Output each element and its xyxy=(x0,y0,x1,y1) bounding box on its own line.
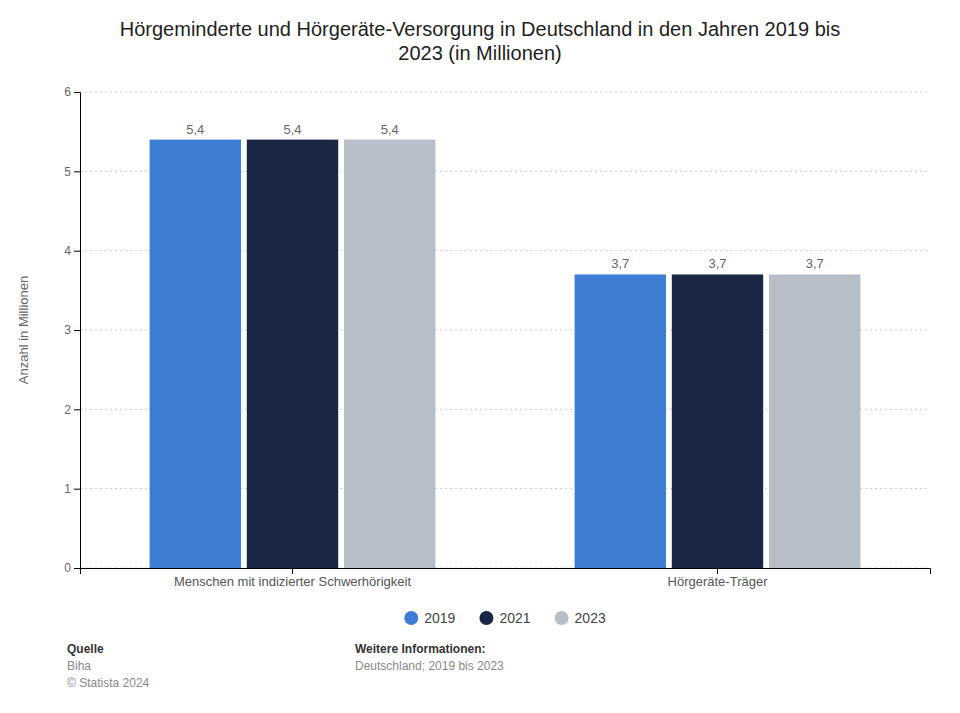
y-tick: 2 xyxy=(64,403,80,417)
legend-label: 2021 xyxy=(499,610,530,626)
annotation-line: Weitere Informationen: xyxy=(355,642,485,656)
y-tick-mark xyxy=(74,251,80,252)
grid xyxy=(80,92,930,568)
legend-item: 2019 xyxy=(404,610,455,626)
data-label: 5,4 xyxy=(381,122,399,137)
footer: Quelle Biha © Statista 2024 Weitere Informa… xyxy=(67,642,504,690)
legend-item: 2021 xyxy=(479,610,530,626)
annotation: Weitere Informationen: xyxy=(355,642,485,656)
y-tick-mark xyxy=(74,171,80,172)
legend: 2019 2021 2023 xyxy=(404,610,606,626)
y-tick-mark xyxy=(74,489,80,490)
y-axis: 0 1 2 3 4 5 6 xyxy=(64,85,80,575)
bar xyxy=(150,140,241,568)
y-tick-label: 5 xyxy=(64,165,71,179)
data-label: 3,7 xyxy=(806,256,824,271)
data-label: 5,4 xyxy=(283,122,301,137)
y-tick-mark xyxy=(74,330,80,331)
y-tick-label: 2 xyxy=(64,403,71,417)
y-tick: 1 xyxy=(64,482,80,496)
y-tick-mark xyxy=(74,568,80,569)
x-tick: Menschen mit indizierter Schwerhörigkeit xyxy=(174,568,411,589)
y-axis-label: Anzahl in Millionen xyxy=(16,276,31,384)
bar xyxy=(247,140,338,568)
grid-line xyxy=(80,92,930,93)
y-tick-label: 3 xyxy=(64,323,71,337)
legend-label: 2019 xyxy=(424,610,455,626)
x-tick-mark xyxy=(717,568,718,574)
legend-item: 2023 xyxy=(555,610,606,626)
legend-marker xyxy=(479,611,493,625)
x-axis-line xyxy=(81,569,931,575)
annotation-line: Quelle xyxy=(67,642,104,656)
y-tick-mark xyxy=(74,409,80,410)
annotation: Quelle xyxy=(67,642,104,656)
y-tick: 5 xyxy=(64,165,80,179)
annotation: Biha © Statista 2024 xyxy=(67,659,150,690)
data-label: 3,7 xyxy=(611,256,629,271)
y-tick-mark xyxy=(74,92,80,93)
data-label: 3,7 xyxy=(708,256,726,271)
bars xyxy=(150,140,861,568)
y-tick-label: 4 xyxy=(64,244,71,258)
annotation-line: © Statista 2024 xyxy=(67,676,150,690)
x-tick-label: Hörgeräte-Träger xyxy=(668,574,769,589)
title: Hörgeminderte und Hörgeräte-Versorgung i… xyxy=(120,18,840,64)
x-tick: Hörgeräte-Träger xyxy=(668,568,769,589)
legend-marker xyxy=(555,611,569,625)
x-tick-mark xyxy=(292,568,293,574)
y-tick-label: 1 xyxy=(64,482,71,496)
legend-label: 2023 xyxy=(575,610,606,626)
y-axis-line xyxy=(74,93,81,569)
plot: 5,4 5,4 5,4 3,7 3,7 3,7 0 1 2 3 4 5 6 Menschen mit in… xyxy=(64,85,930,589)
annotation: Deutschland; 2019 bis 2023 xyxy=(355,659,504,673)
bar xyxy=(575,274,666,568)
y-tick: 4 xyxy=(64,244,80,258)
bar xyxy=(344,140,435,568)
x-tick-label: Menschen mit indizierter Schwerhörigkeit xyxy=(174,574,411,589)
x-axis: Menschen mit indizierter Schwerhörigkeit… xyxy=(81,568,931,589)
y-tick-label: 0 xyxy=(64,561,71,575)
data-labels: 5,4 5,4 5,4 3,7 3,7 3,7 xyxy=(186,122,824,272)
annotation-line: Biha xyxy=(67,659,91,673)
y-tick: 0 xyxy=(64,561,80,575)
chart: Hörgeminderte und Hörgeräte-Versorgung i… xyxy=(0,0,960,713)
annotation-line: Deutschland; 2019 bis 2023 xyxy=(355,659,504,673)
title-line: 2023 (in Millionen) xyxy=(398,42,561,64)
y-tick: 3 xyxy=(64,323,80,337)
y-tick: 6 xyxy=(64,85,80,99)
title-line: Hörgeminderte und Hörgeräte-Versorgung i… xyxy=(120,18,840,40)
data-label: 5,4 xyxy=(186,122,204,137)
legend-marker xyxy=(404,611,418,625)
y-tick-label: 6 xyxy=(64,85,71,99)
bar xyxy=(769,274,860,568)
bar xyxy=(672,274,763,568)
